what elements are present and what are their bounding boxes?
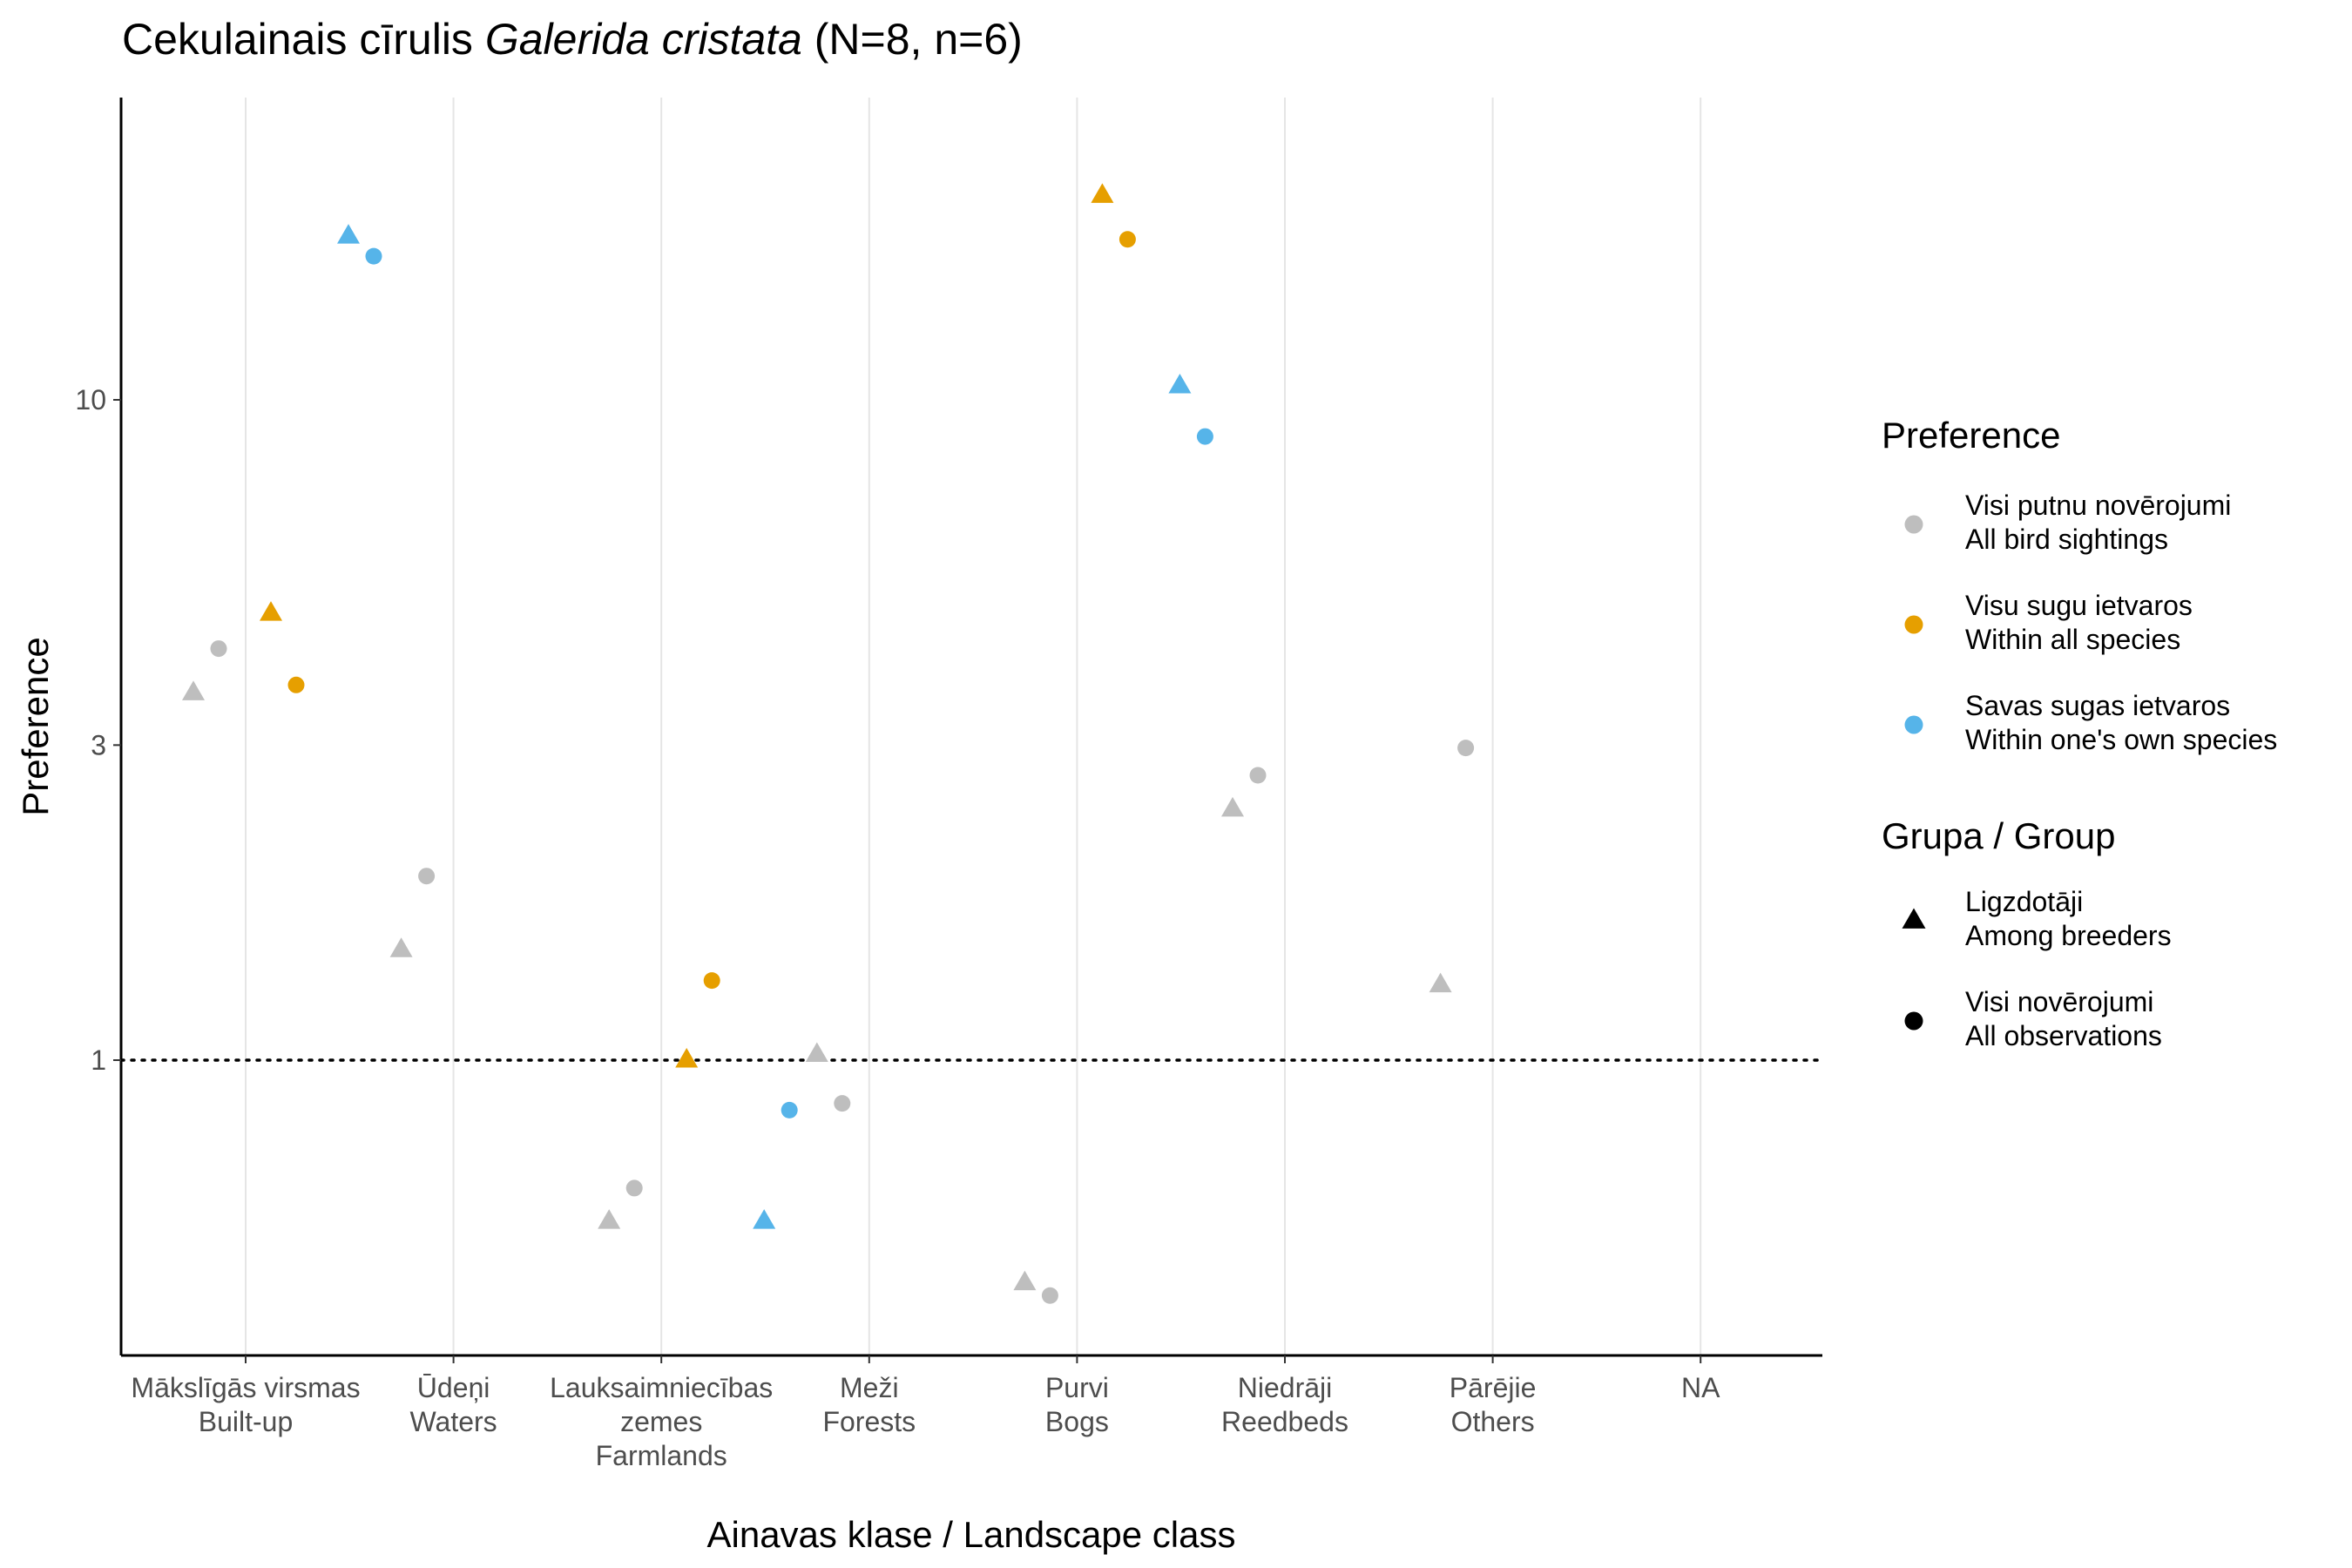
data-point-circle [834,1095,851,1112]
data-point-circle [418,868,436,885]
data-point-circle [1041,1287,1058,1304]
data-point-triangle [337,224,360,244]
legend-key-triangle [1902,908,1926,929]
x-axis-title: Ainavas klase / Landscape class [706,1514,1235,1555]
legend-item-label: Visi putnu novērojumi All bird sightings [1965,490,2231,555]
legend-key-circle [1904,615,1923,634]
x-tick-label: Meži Forests [822,1372,916,1437]
data-point-triangle [1221,796,1244,817]
legend-title-group: Grupa / Group [1882,815,2115,856]
x-tick-label: Ūdeņi Waters [410,1372,497,1437]
data-point-triangle [1091,183,1114,203]
data-point-triangle [260,601,282,621]
data-point-triangle [1429,972,1452,993]
data-point-circle [1119,231,1136,248]
data-point-circle [1196,428,1213,445]
data-point-triangle [598,1209,621,1229]
data-point-circle [1457,740,1475,757]
data-point-circle [365,247,382,265]
chart-title-suffix: (N=8, n=6) [802,15,1023,64]
chart-title: Cekulainais cīrulis Galerida cristata (N… [122,15,1023,64]
legend-key-circle [1904,515,1923,534]
legend-item-label: Visu sugu ietvaros Within all species [1965,590,2193,655]
y-tick-label: 10 [75,384,106,416]
y-tick-label: 1 [91,1044,106,1076]
data-point-triangle [389,937,413,957]
legend-item-label: Savas sugas ietvaros Within one's own spe… [1965,690,2277,755]
data-point-circle [287,676,305,693]
data-point-circle [625,1179,643,1197]
x-tick-label: Lauksaimniecības zemes Farmlands [550,1372,773,1471]
x-tick-label: Niedrāji Reedbeds [1221,1372,1348,1437]
data-point-circle [1249,767,1267,784]
chart-title-prefix: Cekulainais cīrulis [122,15,485,64]
x-tick-label: Mākslīgās virsmas Built-up [131,1372,360,1437]
data-point-circle [781,1101,798,1119]
legend-item-label: Ligzdotāji Among breeders [1965,886,2172,951]
data-point-circle [703,972,720,990]
y-tick-label: 3 [91,729,106,760]
legend-item-label: Visi novērojumi All observations [1965,986,2162,1051]
chart-title-species: Galerida cristata [485,15,802,64]
data-point-triangle [182,680,205,700]
y-axis-title: Preference [15,637,56,815]
x-axis-ticks: Mākslīgās virsmas Built-up Ūdeņi Waters Lauk… [131,1355,1720,1471]
legend-title-preference: Preference [1882,415,2060,456]
x-tick-label: NA [1681,1372,1720,1403]
data-point-triangle [753,1209,776,1229]
x-tick-label: Purvi Bogs [1045,1372,1109,1437]
legend-key-circle [1904,715,1923,734]
gridlines [245,98,1702,1355]
y-axis-ticks: 1 3 10 [75,384,121,1076]
data-point-triangle [805,1042,828,1063]
legend-key-circle [1904,1011,1923,1031]
data-point-triangle [675,1048,699,1068]
data-point-circle [210,640,227,658]
data-point-triangle [1013,1270,1037,1291]
data-point-triangle [1168,373,1192,394]
data-points [182,183,1475,1304]
x-tick-label: Pārējie Others [1450,1372,1537,1437]
legend: Preference Visi putnu novērojumi All bird … [1882,415,2277,1051]
